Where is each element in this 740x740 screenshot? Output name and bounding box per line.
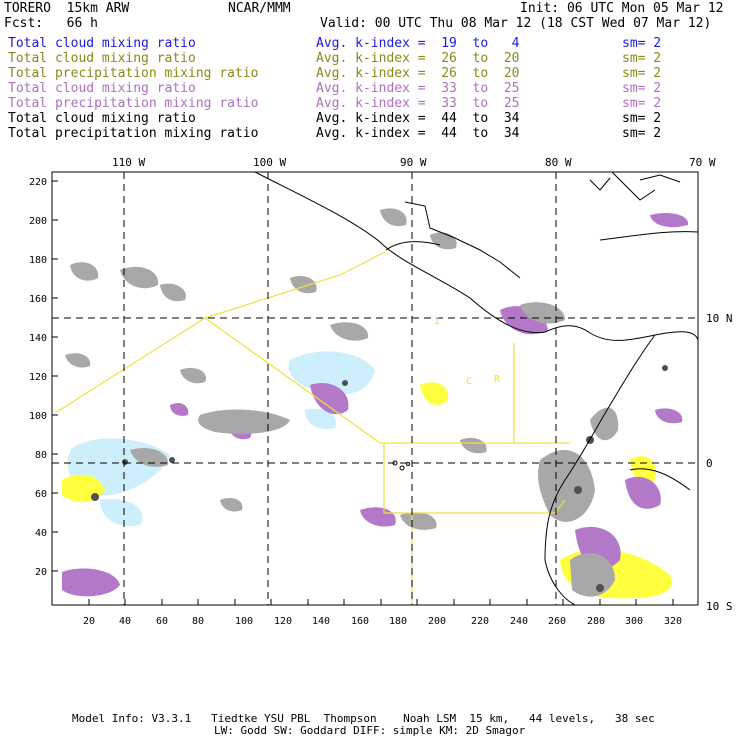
y-tick-label: 140 (29, 333, 47, 344)
legend-field: Total cloud mixing ratio (8, 36, 196, 51)
y-tick-label: 80 (35, 450, 47, 461)
lon-label: 110 W (112, 156, 145, 169)
x-tick-label: 260 (548, 616, 566, 627)
legend-field: Total precipitation mixing ratio (8, 126, 259, 141)
x-tick-label: 100 (235, 616, 253, 627)
y-tick-label: 200 (29, 216, 47, 227)
y-tick-label: 180 (29, 255, 47, 266)
forecast-hour: Fcst: 66 h (4, 16, 98, 31)
region-label: C (466, 376, 472, 387)
galapagos-islands (392, 460, 410, 471)
coastlines (254, 171, 699, 606)
legend-index: Avg. k-index = 26 to 20 (316, 51, 520, 66)
legend-field: Total cloud mixing ratio (8, 111, 196, 126)
x-tick-label: 60 (156, 616, 168, 627)
x-tick-label: 160 (351, 616, 369, 627)
y-tick-label: 40 (35, 528, 47, 539)
lat-label: 10 N (706, 312, 733, 325)
legend-smoothing: sm= 2 (622, 81, 662, 96)
map-frame (51, 171, 699, 606)
lat-label: 10 S (706, 600, 733, 613)
legend-index: Avg. k-index = 44 to 34 (316, 111, 520, 126)
legend-smoothing: sm= 2 (622, 126, 662, 141)
y-tick-label: 220 (29, 177, 47, 188)
lon-label: 70 W (689, 156, 716, 169)
legend-field: Total precipitation mixing ratio (8, 66, 259, 81)
legend-field: Total precipitation mixing ratio (8, 96, 259, 111)
bottom-axis-ticks (88, 599, 674, 605)
lat-label: 0 (706, 457, 713, 470)
x-tick-label: 300 (625, 616, 643, 627)
x-tick-label: 200 (428, 616, 446, 627)
y-tick-label: 100 (29, 411, 47, 422)
x-tick-label: 280 (587, 616, 605, 627)
magenta-precip-areas (62, 213, 689, 597)
y-tick-label: 160 (29, 294, 47, 305)
legend-index: Avg. k-index = 44 to 34 (316, 126, 520, 141)
region-outlines (54, 251, 570, 605)
legend-index: Avg. k-index = 33 to 25 (316, 81, 520, 96)
valid-time: Valid: 00 UTC Thu 08 Mar 12 (18 CST Wed … (320, 16, 712, 31)
x-tick-label: 20 (83, 616, 95, 627)
lat-lon-grid (52, 172, 698, 605)
legend-index: Avg. k-index = 33 to 25 (316, 96, 520, 111)
center-title: NCAR/MMM (228, 1, 291, 16)
x-tick-label: 120 (274, 616, 292, 627)
gray-cloud-areas (65, 208, 619, 597)
left-axis-ticks (52, 180, 58, 572)
model-physics: LW: Godd SW: Goddard DIFF: simple KM: 2D… (214, 724, 526, 737)
y-tick-label: 20 (35, 567, 47, 578)
model-info: Model Info: V3.3.1 Tiedtke YSU PBL Thomp… (72, 712, 655, 725)
model-title: TORERO 15km ARW (4, 1, 130, 16)
legend-smoothing: sm= 2 (622, 111, 662, 126)
lon-label: 90 W (400, 156, 427, 169)
legend-field: Total cloud mixing ratio (8, 51, 196, 66)
x-tick-label: 220 (471, 616, 489, 627)
legend-smoothing: sm= 2 (622, 66, 662, 81)
legend-smoothing: sm= 2 (622, 96, 662, 111)
x-tick-label: 40 (119, 616, 131, 627)
x-tick-label: 180 (389, 616, 407, 627)
region-label: I (434, 316, 440, 327)
legend-field: Total cloud mixing ratio (8, 81, 196, 96)
legend-index: Avg. k-index = 26 to 20 (316, 66, 520, 81)
legend-smoothing: sm= 2 (622, 36, 662, 51)
region-label: R (494, 374, 501, 385)
lon-label: 100 W (253, 156, 286, 169)
x-tick-label: 80 (192, 616, 204, 627)
legend-smoothing: sm= 2 (622, 51, 662, 66)
x-tick-label: 140 (312, 616, 330, 627)
y-tick-label: 60 (35, 489, 47, 500)
x-tick-label: 320 (664, 616, 682, 627)
init-time: Init: 06 UTC Mon 05 Mar 12 (520, 1, 724, 16)
legend-index: Avg. k-index = 19 to 4 (316, 36, 520, 51)
y-tick-label: 120 (29, 372, 47, 383)
lon-label: 80 W (545, 156, 572, 169)
x-tick-label: 240 (510, 616, 528, 627)
